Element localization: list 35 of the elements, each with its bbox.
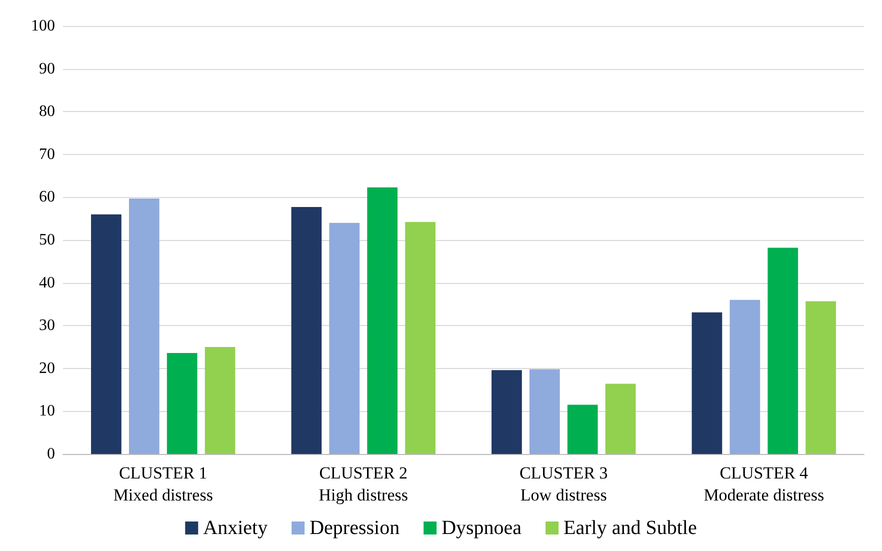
bar xyxy=(128,198,160,454)
x-tick-label: CLUSTER 1 Mixed distress xyxy=(113,464,213,504)
y-tick-label: 50 xyxy=(39,232,55,248)
bar xyxy=(166,352,198,454)
bar xyxy=(204,347,236,454)
y-tick-label: 90 xyxy=(39,60,55,78)
x-tick-label: CLUSTER 3 Low distress xyxy=(519,464,608,504)
bar xyxy=(405,222,436,454)
bar xyxy=(806,301,836,454)
bar xyxy=(291,207,322,454)
legend-label: Anxiety xyxy=(203,517,268,539)
bar xyxy=(529,369,560,454)
legend-label: Dyspnoea xyxy=(442,517,522,539)
y-tick-label: 10 xyxy=(39,402,55,420)
y-tick-label: 60 xyxy=(39,188,55,206)
legend-label: Depression xyxy=(310,517,400,539)
bar xyxy=(329,222,360,454)
bar xyxy=(91,214,122,454)
y-tick-label: 100 xyxy=(31,18,55,34)
bar xyxy=(730,300,760,454)
bar xyxy=(567,404,598,454)
y-tick-label: 0 xyxy=(47,446,55,462)
y-tick-label: 40 xyxy=(39,274,55,292)
bar xyxy=(367,187,398,454)
y-tick-label: 70 xyxy=(39,146,55,163)
x-tick-label: CLUSTER 2 High distress xyxy=(318,464,408,504)
x-tick-label: CLUSTER 4 Moderate distress xyxy=(704,464,824,504)
bar xyxy=(692,312,722,454)
legend-label: Early and Subtle xyxy=(564,517,697,539)
y-tick-label: 30 xyxy=(39,317,55,334)
y-tick-label: 80 xyxy=(39,103,55,120)
bar xyxy=(492,370,522,454)
bar xyxy=(605,384,636,454)
y-tick-label: 20 xyxy=(39,360,55,377)
bar xyxy=(768,248,798,454)
